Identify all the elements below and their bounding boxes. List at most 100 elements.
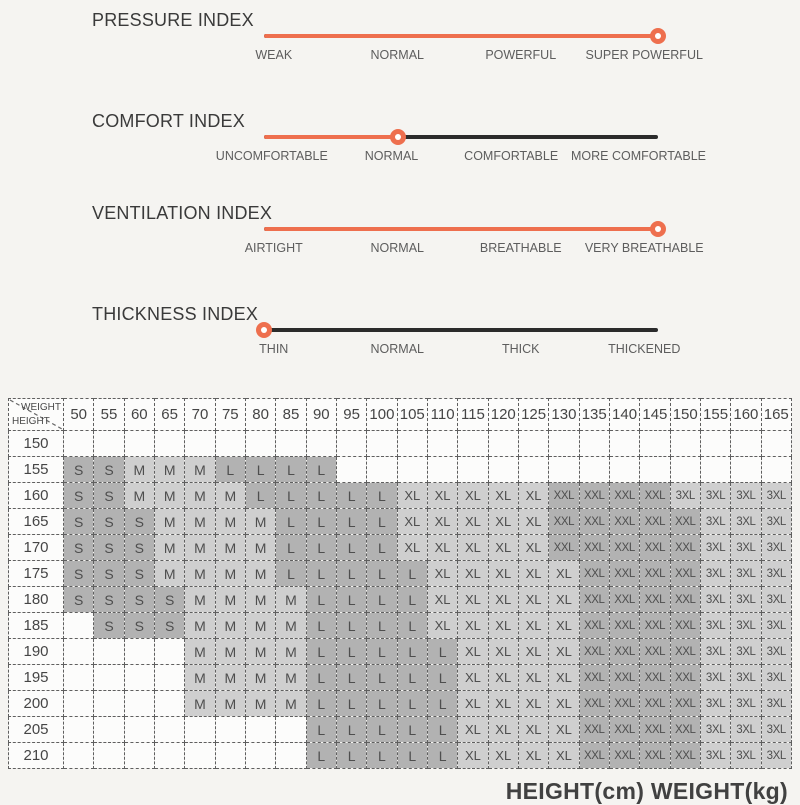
height-row-header: 200: [8, 690, 64, 717]
size-cell: 3XL: [760, 508, 793, 535]
table-row: 210 L L L L L XL XL XL XL XXL XXL XXL XXL 3XL 3XL 3XL: [8, 742, 793, 769]
height-row-header: 180: [8, 586, 64, 613]
size-cell: M: [153, 560, 186, 587]
size-cell: XL: [548, 612, 580, 639]
pressure-index-title: PRESSURE INDEX: [92, 10, 254, 30]
size-cell: [639, 456, 671, 483]
marker-hole: [394, 134, 401, 140]
size-cell: XL: [487, 612, 519, 639]
size-cell: L: [214, 456, 246, 483]
size-cell: L: [275, 508, 307, 535]
size-cell: XXL: [608, 742, 641, 769]
size-cell: [396, 456, 428, 483]
weight-column-header: 70: [184, 398, 216, 431]
size-cell: M: [184, 560, 216, 587]
size-cell: L: [275, 456, 307, 483]
size-cell: [426, 430, 459, 457]
size-cell: [93, 742, 125, 769]
scale-label: NORMAL: [370, 342, 424, 356]
size-cell: L: [396, 716, 428, 743]
scale-label: UNCOMFORTABLE: [215, 149, 328, 163]
size-cell: L: [366, 690, 398, 717]
size-cell: XL: [487, 508, 519, 535]
size-cell: XXL: [578, 638, 610, 665]
size-cell: XL: [457, 508, 489, 535]
size-cell: 3XL: [730, 482, 762, 509]
comfort-marker-icon: [389, 129, 406, 145]
size-cell: S: [93, 508, 125, 535]
marker-hole: [655, 33, 661, 39]
size-cell: XL: [457, 534, 489, 561]
marker-hole: [261, 327, 267, 333]
size-cell: [669, 430, 701, 457]
size-cell: [93, 664, 125, 691]
size-cell: XL: [396, 482, 428, 509]
size-cell: [366, 456, 398, 483]
size-cell: [244, 742, 277, 769]
size-cell: M: [244, 534, 277, 561]
size-cell: M: [214, 508, 246, 535]
size-cell: 3XL: [669, 482, 701, 509]
size-cell: S: [93, 586, 125, 613]
comfort-index-slider: COMFORT INDEX UNCOMFORTABLE NORMAL COMFO…: [0, 111, 800, 171]
size-cell: XXL: [669, 534, 701, 561]
size-cell: XL: [517, 508, 550, 535]
size-cell: L: [305, 586, 337, 613]
size-cell: 3XL: [760, 664, 793, 691]
size-cell: XL: [517, 560, 550, 587]
size-cell: L: [305, 638, 337, 665]
weight-column-header: 135: [578, 398, 610, 431]
weight-column-header: 105: [396, 398, 428, 431]
size-cell: XL: [548, 664, 580, 691]
size-cell: L: [335, 742, 368, 769]
size-cell: L: [396, 560, 428, 587]
size-cell: XXL: [608, 612, 641, 639]
ventilation-index-title: VENTILATION INDEX: [92, 203, 273, 223]
size-cell: [184, 430, 216, 457]
size-cell: S: [93, 456, 125, 483]
size-cell: 3XL: [730, 690, 762, 717]
size-cell: M: [275, 638, 307, 665]
size-cell: XXL: [639, 664, 671, 691]
size-cell: [608, 430, 641, 457]
size-cell: [123, 716, 155, 743]
size-cell: L: [305, 560, 337, 587]
size-cell: [123, 742, 155, 769]
size-cell: [699, 430, 732, 457]
size-cell: 3XL: [730, 612, 762, 639]
size-cell: [153, 690, 186, 717]
size-cell: M: [244, 638, 277, 665]
size-cell: L: [366, 560, 398, 587]
size-cell: 3XL: [760, 534, 793, 561]
size-cell: L: [335, 482, 368, 509]
weight-column-header: 55: [93, 398, 125, 431]
size-cell: XL: [426, 534, 459, 561]
size-cell: S: [93, 612, 125, 639]
size-cell: XL: [517, 690, 550, 717]
corner-cell: WEIGHT HEIGHT: [8, 398, 64, 431]
size-cell: [184, 716, 216, 743]
size-cell: [275, 430, 307, 457]
size-cell: L: [366, 742, 398, 769]
size-cell: [93, 430, 125, 457]
size-cell: XL: [517, 612, 550, 639]
size-cell: 3XL: [699, 586, 732, 613]
size-cell: XL: [426, 586, 459, 613]
weight-column-header: 60: [123, 398, 155, 431]
size-cell: L: [366, 664, 398, 691]
size-cell: S: [62, 560, 95, 587]
size-cell: M: [275, 586, 307, 613]
size-cell: M: [153, 508, 186, 535]
size-cell: XL: [487, 586, 519, 613]
size-cell: XL: [457, 638, 489, 665]
table-row: 170 S S S M M M M L L L L XL XL XL XL XL XXL XXL XXL XXL XXL 3…: [8, 534, 793, 561]
size-cell: 3XL: [699, 716, 732, 743]
size-cell: L: [396, 586, 428, 613]
size-cell: [578, 456, 610, 483]
weight-column-header: 165: [760, 398, 793, 431]
size-cell: L: [275, 560, 307, 587]
size-cell: 3XL: [699, 482, 732, 509]
height-row-header: 175: [8, 560, 64, 587]
size-cell: M: [214, 482, 246, 509]
table-row: 180 S S S S M M M M L L L L XL XL XL XL XL XXL XXL XXL XXL 3XL…: [8, 586, 793, 613]
